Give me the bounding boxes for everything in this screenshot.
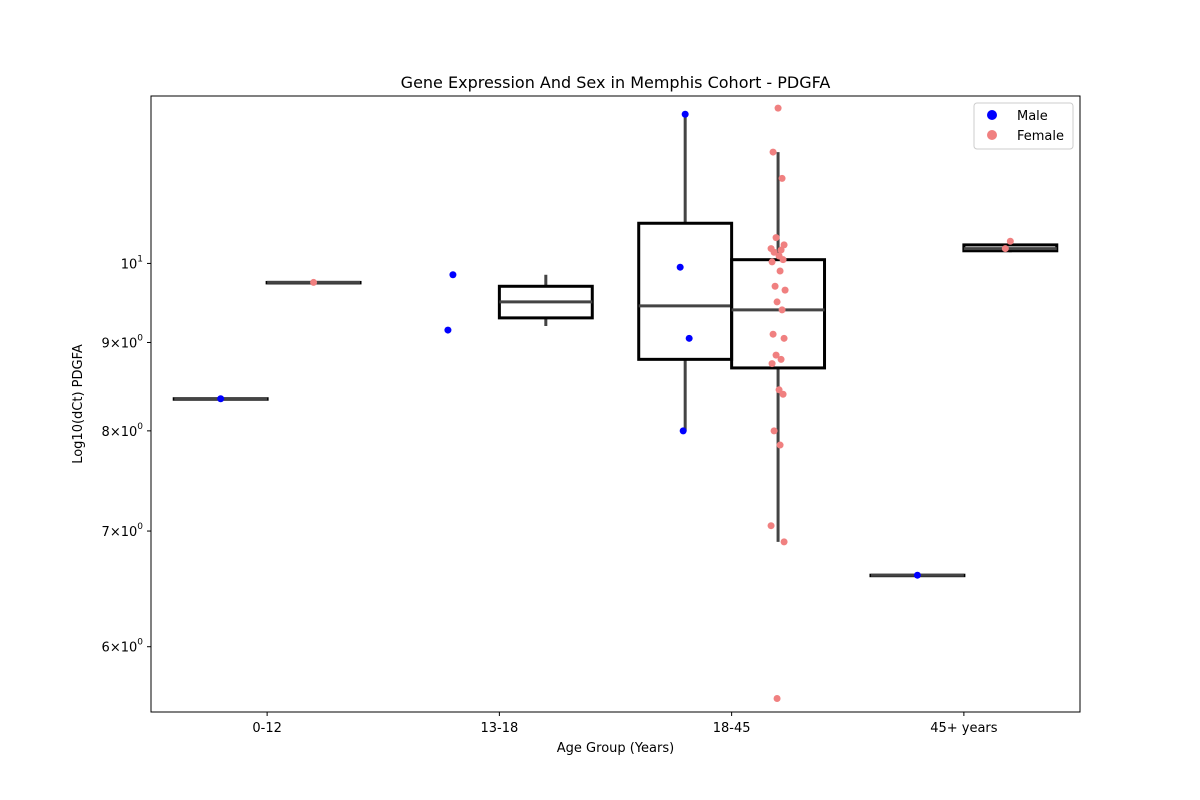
legend-marker-female (987, 130, 997, 140)
x-tick-label: 13-18 (480, 721, 518, 736)
data-point-male (685, 334, 693, 342)
data-point-male (679, 427, 687, 435)
data-point-female (310, 278, 318, 286)
data-point-female (780, 241, 788, 249)
data-point-female (780, 538, 788, 546)
x-axis-ticks: 0-12 13-18 18-45 45+ years (252, 712, 998, 736)
data-point-female (777, 246, 785, 254)
plot-frame (150, 95, 1081, 713)
legend-label-male: Male (1017, 109, 1048, 124)
y-tick-label: 101 (121, 254, 143, 272)
data-point-female (770, 248, 778, 256)
data-point-female (771, 282, 779, 290)
data-point-female (767, 522, 775, 530)
data-point-male (676, 263, 684, 271)
data-point-female (770, 427, 778, 435)
y-tick-label: 7×100 (102, 522, 144, 540)
data-point-female (773, 298, 781, 306)
data-point-female (780, 334, 788, 342)
legend-label-female: Female (1017, 129, 1064, 144)
data-point-female (772, 234, 780, 242)
y-axis-ticks: 6×100 7×100 8×100 9×100 101 (102, 254, 151, 656)
data-point-female (776, 267, 784, 275)
y-tick-label: 6×100 (102, 638, 144, 656)
y-axis-label: Log10(dCt) PDGFA (71, 344, 86, 464)
data-point-female (772, 351, 780, 359)
data-point-female (778, 306, 786, 314)
box-body (730, 258, 827, 370)
y-tick-label: 9×100 (102, 333, 144, 351)
data-point-female (779, 256, 787, 264)
data-point-female (778, 174, 786, 182)
box-body (637, 221, 734, 361)
data-point-female (768, 360, 776, 368)
legend: Male Female (973, 102, 1074, 150)
data-point-male (217, 395, 225, 403)
data-point-female (769, 330, 777, 338)
data-point-female (781, 286, 789, 294)
data-point-female (779, 390, 787, 398)
x-tick-label: 0-12 (252, 721, 282, 736)
data-point-female (773, 694, 781, 702)
x-axis-label: Age Group (Years) (557, 741, 674, 756)
data-point-female (769, 148, 777, 156)
legend-box (973, 102, 1074, 150)
x-tick-label: 45+ years (930, 721, 998, 736)
y-tick-label: 8×100 (102, 422, 144, 440)
chart-title: Gene Expression And Sex in Memphis Cohor… (401, 73, 831, 92)
legend-marker-male (987, 110, 997, 120)
data-point-female (1006, 237, 1014, 245)
data-point-female (768, 258, 776, 266)
plot-layer (172, 104, 1059, 702)
data-point-female (775, 386, 783, 394)
data-point-male (449, 271, 457, 279)
data-point-female (774, 104, 782, 112)
data-point-male (681, 110, 689, 118)
x-tick-label: 18-45 (713, 721, 751, 736)
data-point-male (444, 326, 452, 334)
data-point-female (1001, 245, 1009, 253)
data-point-female (777, 355, 785, 363)
data-point-male (913, 571, 921, 579)
data-point-female (776, 441, 784, 449)
